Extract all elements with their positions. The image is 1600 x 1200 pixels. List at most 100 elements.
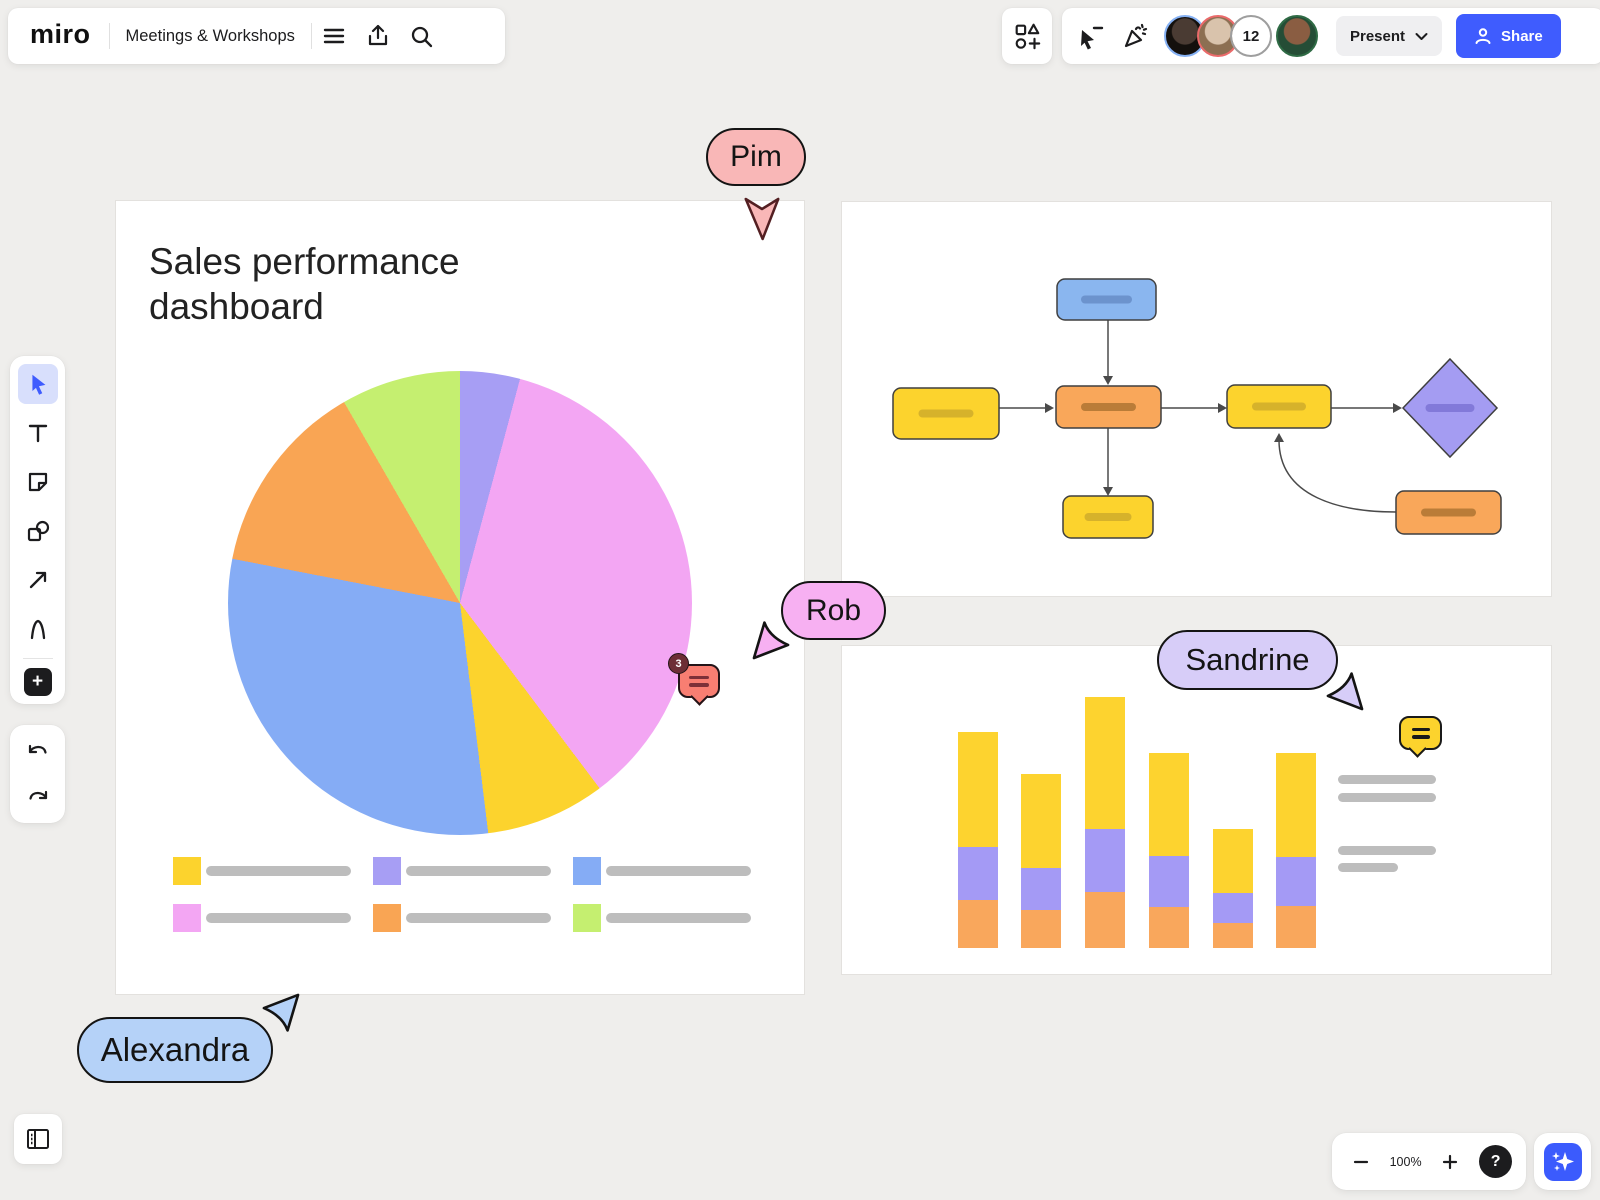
rob-cursor-icon	[752, 621, 790, 660]
bar-chart[interactable]	[842, 646, 1553, 976]
ai-assist-button[interactable]	[1543, 1142, 1582, 1181]
stacked-bar[interactable]	[1149, 753, 1189, 948]
comment-tail	[690, 687, 709, 706]
redo-button[interactable]	[18, 777, 58, 817]
pim-cursor-icon	[744, 197, 780, 241]
main-menu-button[interactable]	[312, 16, 356, 56]
bar-segment-yellow	[1085, 697, 1125, 829]
present-button[interactable]: Present	[1336, 16, 1443, 56]
stacked-bar[interactable]	[958, 732, 998, 948]
chevron-down-icon	[1415, 32, 1428, 40]
legend-swatch	[573, 904, 601, 932]
legend-item[interactable]	[373, 857, 573, 885]
flow-arrowhead	[1103, 376, 1113, 385]
minus-icon	[1353, 1160, 1368, 1163]
legend-swatch	[573, 857, 601, 885]
sticky-note-icon	[28, 472, 47, 492]
legend-item[interactable]	[573, 857, 773, 885]
history-toolbar	[10, 725, 65, 823]
cursor-label-sandrine: Sandrine	[1157, 630, 1338, 690]
apps-icon	[1015, 23, 1041, 50]
zoom-in-button[interactable]	[1435, 1147, 1465, 1177]
stacked-bar[interactable]	[1021, 774, 1061, 948]
stacked-bar[interactable]	[1085, 697, 1125, 948]
bar-segment-yellow	[1276, 753, 1316, 857]
undo-button[interactable]	[18, 731, 58, 771]
tool-sticky-note[interactable]	[18, 462, 58, 502]
flow-node-placeholder-text	[1081, 403, 1136, 411]
zoom-toolbar: 100% ?	[1332, 1133, 1526, 1190]
participant-avatar[interactable]	[1276, 15, 1318, 57]
bar-segment-purple	[1213, 893, 1253, 923]
sparkles-icon	[1551, 1151, 1574, 1171]
bar-segment-orange	[1276, 906, 1316, 948]
miro-logo[interactable]: miro	[30, 18, 91, 49]
legend-item[interactable]	[173, 904, 373, 932]
tool-text[interactable]	[18, 413, 58, 453]
add-more-tools-button[interactable]: +	[23, 668, 52, 696]
frame-sales-dashboard[interactable]: Sales performance dashboard	[115, 200, 805, 995]
legend-item[interactable]	[373, 904, 573, 932]
tool-shapes[interactable]	[18, 511, 58, 551]
cursor-label-alexandra: Alexandra	[77, 1017, 273, 1083]
collaborator-name: Alexandra	[100, 1031, 250, 1068]
avatar-stack: 12	[1164, 15, 1318, 57]
tool-arrow[interactable]	[18, 560, 58, 600]
comment-line	[1411, 727, 1430, 731]
select-cursor-icon	[31, 374, 45, 395]
frames-panel-button[interactable]	[14, 1114, 62, 1164]
apps-button[interactable]	[1002, 8, 1052, 64]
export-icon	[368, 24, 387, 46]
alexandra-cursor-icon	[262, 993, 300, 1032]
collaborator-name: Sandrine	[1185, 642, 1310, 677]
frame-title[interactable]: Sales performance dashboard	[149, 241, 460, 327]
bar-segment-yellow	[1021, 774, 1061, 868]
stacked-bar[interactable]	[1213, 829, 1253, 948]
legend-item[interactable]	[173, 857, 373, 885]
legend-swatch	[173, 857, 201, 885]
collaborator-cursors-icon	[1081, 26, 1104, 50]
reactions-icon	[1124, 23, 1148, 48]
reactions-button[interactable]	[1114, 16, 1158, 56]
legend-swatch	[173, 904, 201, 932]
bar-segment-yellow	[958, 732, 998, 847]
share-button[interactable]: Share	[1456, 14, 1561, 58]
participant-count-avatar[interactable]: 12	[1230, 15, 1272, 57]
flow-arrowhead	[1103, 487, 1113, 496]
pie-legend	[173, 857, 773, 932]
bar-segment-orange	[1213, 923, 1253, 948]
pie-chart[interactable]	[228, 371, 692, 835]
tool-pen[interactable]	[18, 609, 58, 649]
comment-thread-red[interactable]: 3	[668, 653, 728, 709]
export-button[interactable]	[356, 16, 400, 56]
frame-flowchart[interactable]	[841, 201, 1552, 597]
search-button[interactable]	[400, 16, 444, 56]
frame-bar-chart[interactable]	[841, 645, 1552, 975]
zoom-level[interactable]: 100%	[1389, 1154, 1422, 1169]
stacked-bar[interactable]	[1276, 753, 1316, 948]
frames-panel-icon	[27, 1129, 49, 1149]
bar-segment-orange	[1149, 907, 1189, 948]
flow-arrowhead	[1393, 403, 1402, 413]
present-label: Present	[1350, 27, 1406, 45]
legend-swatch	[373, 857, 401, 885]
comment-line	[689, 683, 709, 687]
bar-segment-purple	[1149, 856, 1189, 907]
board-title[interactable]: Meetings & Workshops	[125, 26, 295, 45]
person-icon	[1475, 28, 1491, 44]
creation-toolbar: +	[10, 356, 65, 704]
flow-node-placeholder-text	[1421, 508, 1476, 517]
legend-item[interactable]	[573, 904, 773, 932]
flowchart-canvas[interactable]	[842, 202, 1551, 596]
comment-bubble-yellow-icon[interactable]	[1399, 716, 1442, 758]
zoom-out-button[interactable]	[1346, 1147, 1376, 1177]
placeholder-text-line	[1338, 846, 1436, 855]
help-button[interactable]: ?	[1479, 1145, 1513, 1178]
shapes-icon	[27, 520, 49, 542]
tool-select[interactable]	[17, 364, 58, 404]
placeholder-text-line	[1338, 793, 1436, 802]
collaborator-cursors-button[interactable]	[1068, 16, 1112, 56]
collaborator-name: Pim	[730, 140, 782, 173]
redo-icon	[28, 790, 47, 800]
